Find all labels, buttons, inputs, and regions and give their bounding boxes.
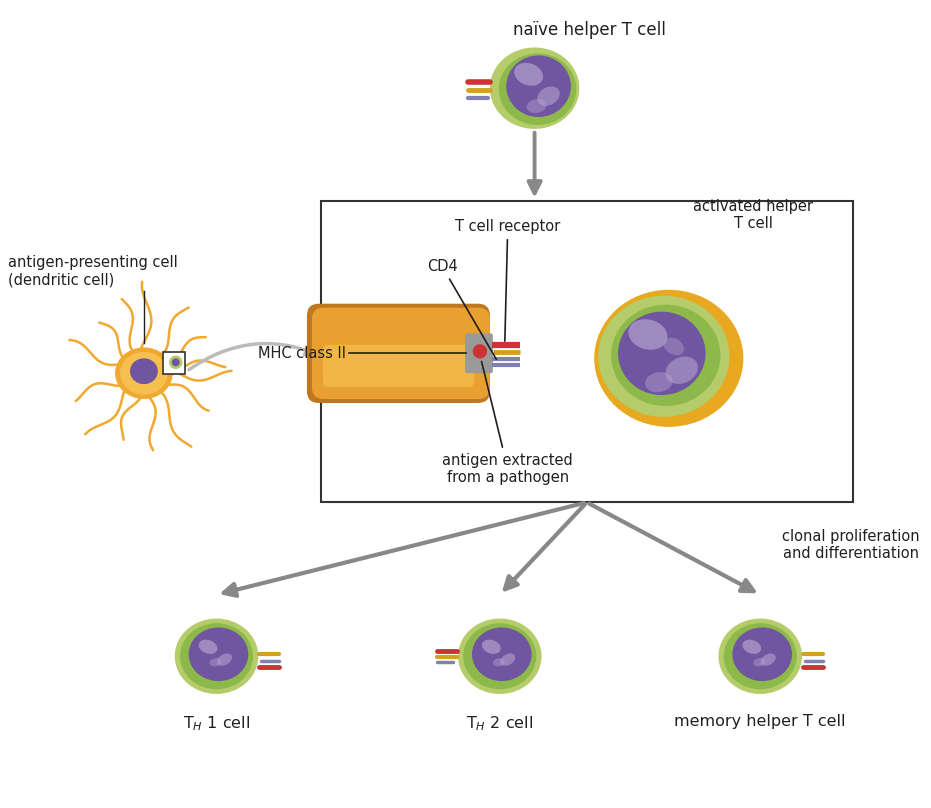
- Circle shape: [171, 358, 180, 366]
- Ellipse shape: [628, 319, 668, 350]
- Ellipse shape: [723, 623, 797, 689]
- Ellipse shape: [499, 53, 576, 125]
- Circle shape: [169, 356, 182, 369]
- Ellipse shape: [464, 623, 536, 689]
- Ellipse shape: [599, 296, 729, 417]
- FancyBboxPatch shape: [307, 304, 490, 403]
- Bar: [163, 352, 184, 374]
- Ellipse shape: [733, 628, 792, 681]
- Ellipse shape: [209, 659, 222, 667]
- Ellipse shape: [527, 99, 546, 113]
- Ellipse shape: [482, 640, 501, 654]
- Text: T$_H$ 2 cell: T$_H$ 2 cell: [466, 713, 533, 733]
- FancyBboxPatch shape: [312, 308, 490, 399]
- Ellipse shape: [618, 312, 706, 395]
- Ellipse shape: [611, 305, 721, 406]
- FancyBboxPatch shape: [323, 345, 474, 387]
- Text: CD4: CD4: [426, 259, 496, 360]
- Text: antigen-presenting cell
(dendritic cell): antigen-presenting cell (dendritic cell): [7, 255, 178, 287]
- Text: T cell receptor: T cell receptor: [455, 219, 560, 341]
- Text: antigen extracted
from a pathogen: antigen extracted from a pathogen: [442, 361, 573, 485]
- FancyBboxPatch shape: [465, 334, 492, 373]
- Text: T$_H$ 1 cell: T$_H$ 1 cell: [182, 713, 250, 733]
- Ellipse shape: [537, 86, 560, 106]
- Ellipse shape: [594, 290, 743, 427]
- Ellipse shape: [500, 654, 516, 666]
- Text: clonal proliferation
and differentiation: clonal proliferation and differentiation: [782, 528, 919, 562]
- Ellipse shape: [189, 628, 249, 681]
- Ellipse shape: [115, 347, 173, 399]
- Ellipse shape: [198, 640, 218, 654]
- Text: naïve helper T cell: naïve helper T cell: [513, 20, 666, 39]
- Ellipse shape: [761, 654, 776, 666]
- Ellipse shape: [492, 659, 505, 667]
- Ellipse shape: [666, 356, 698, 384]
- Ellipse shape: [217, 654, 232, 666]
- Ellipse shape: [719, 618, 802, 694]
- Ellipse shape: [506, 56, 571, 117]
- Ellipse shape: [514, 63, 543, 86]
- Ellipse shape: [458, 618, 542, 694]
- Bar: [321, 201, 853, 503]
- Ellipse shape: [180, 623, 253, 689]
- Circle shape: [473, 344, 487, 359]
- Ellipse shape: [490, 48, 579, 129]
- Ellipse shape: [645, 372, 673, 392]
- Text: MHC class II: MHC class II: [258, 346, 345, 361]
- Ellipse shape: [175, 618, 258, 694]
- Ellipse shape: [130, 358, 158, 384]
- Text: memory helper T cell: memory helper T cell: [674, 713, 846, 729]
- Ellipse shape: [753, 659, 765, 667]
- Ellipse shape: [120, 351, 168, 394]
- Ellipse shape: [742, 640, 762, 654]
- Ellipse shape: [472, 628, 532, 681]
- Ellipse shape: [664, 338, 684, 356]
- Text: activated helper
T cell: activated helper T cell: [694, 199, 814, 231]
